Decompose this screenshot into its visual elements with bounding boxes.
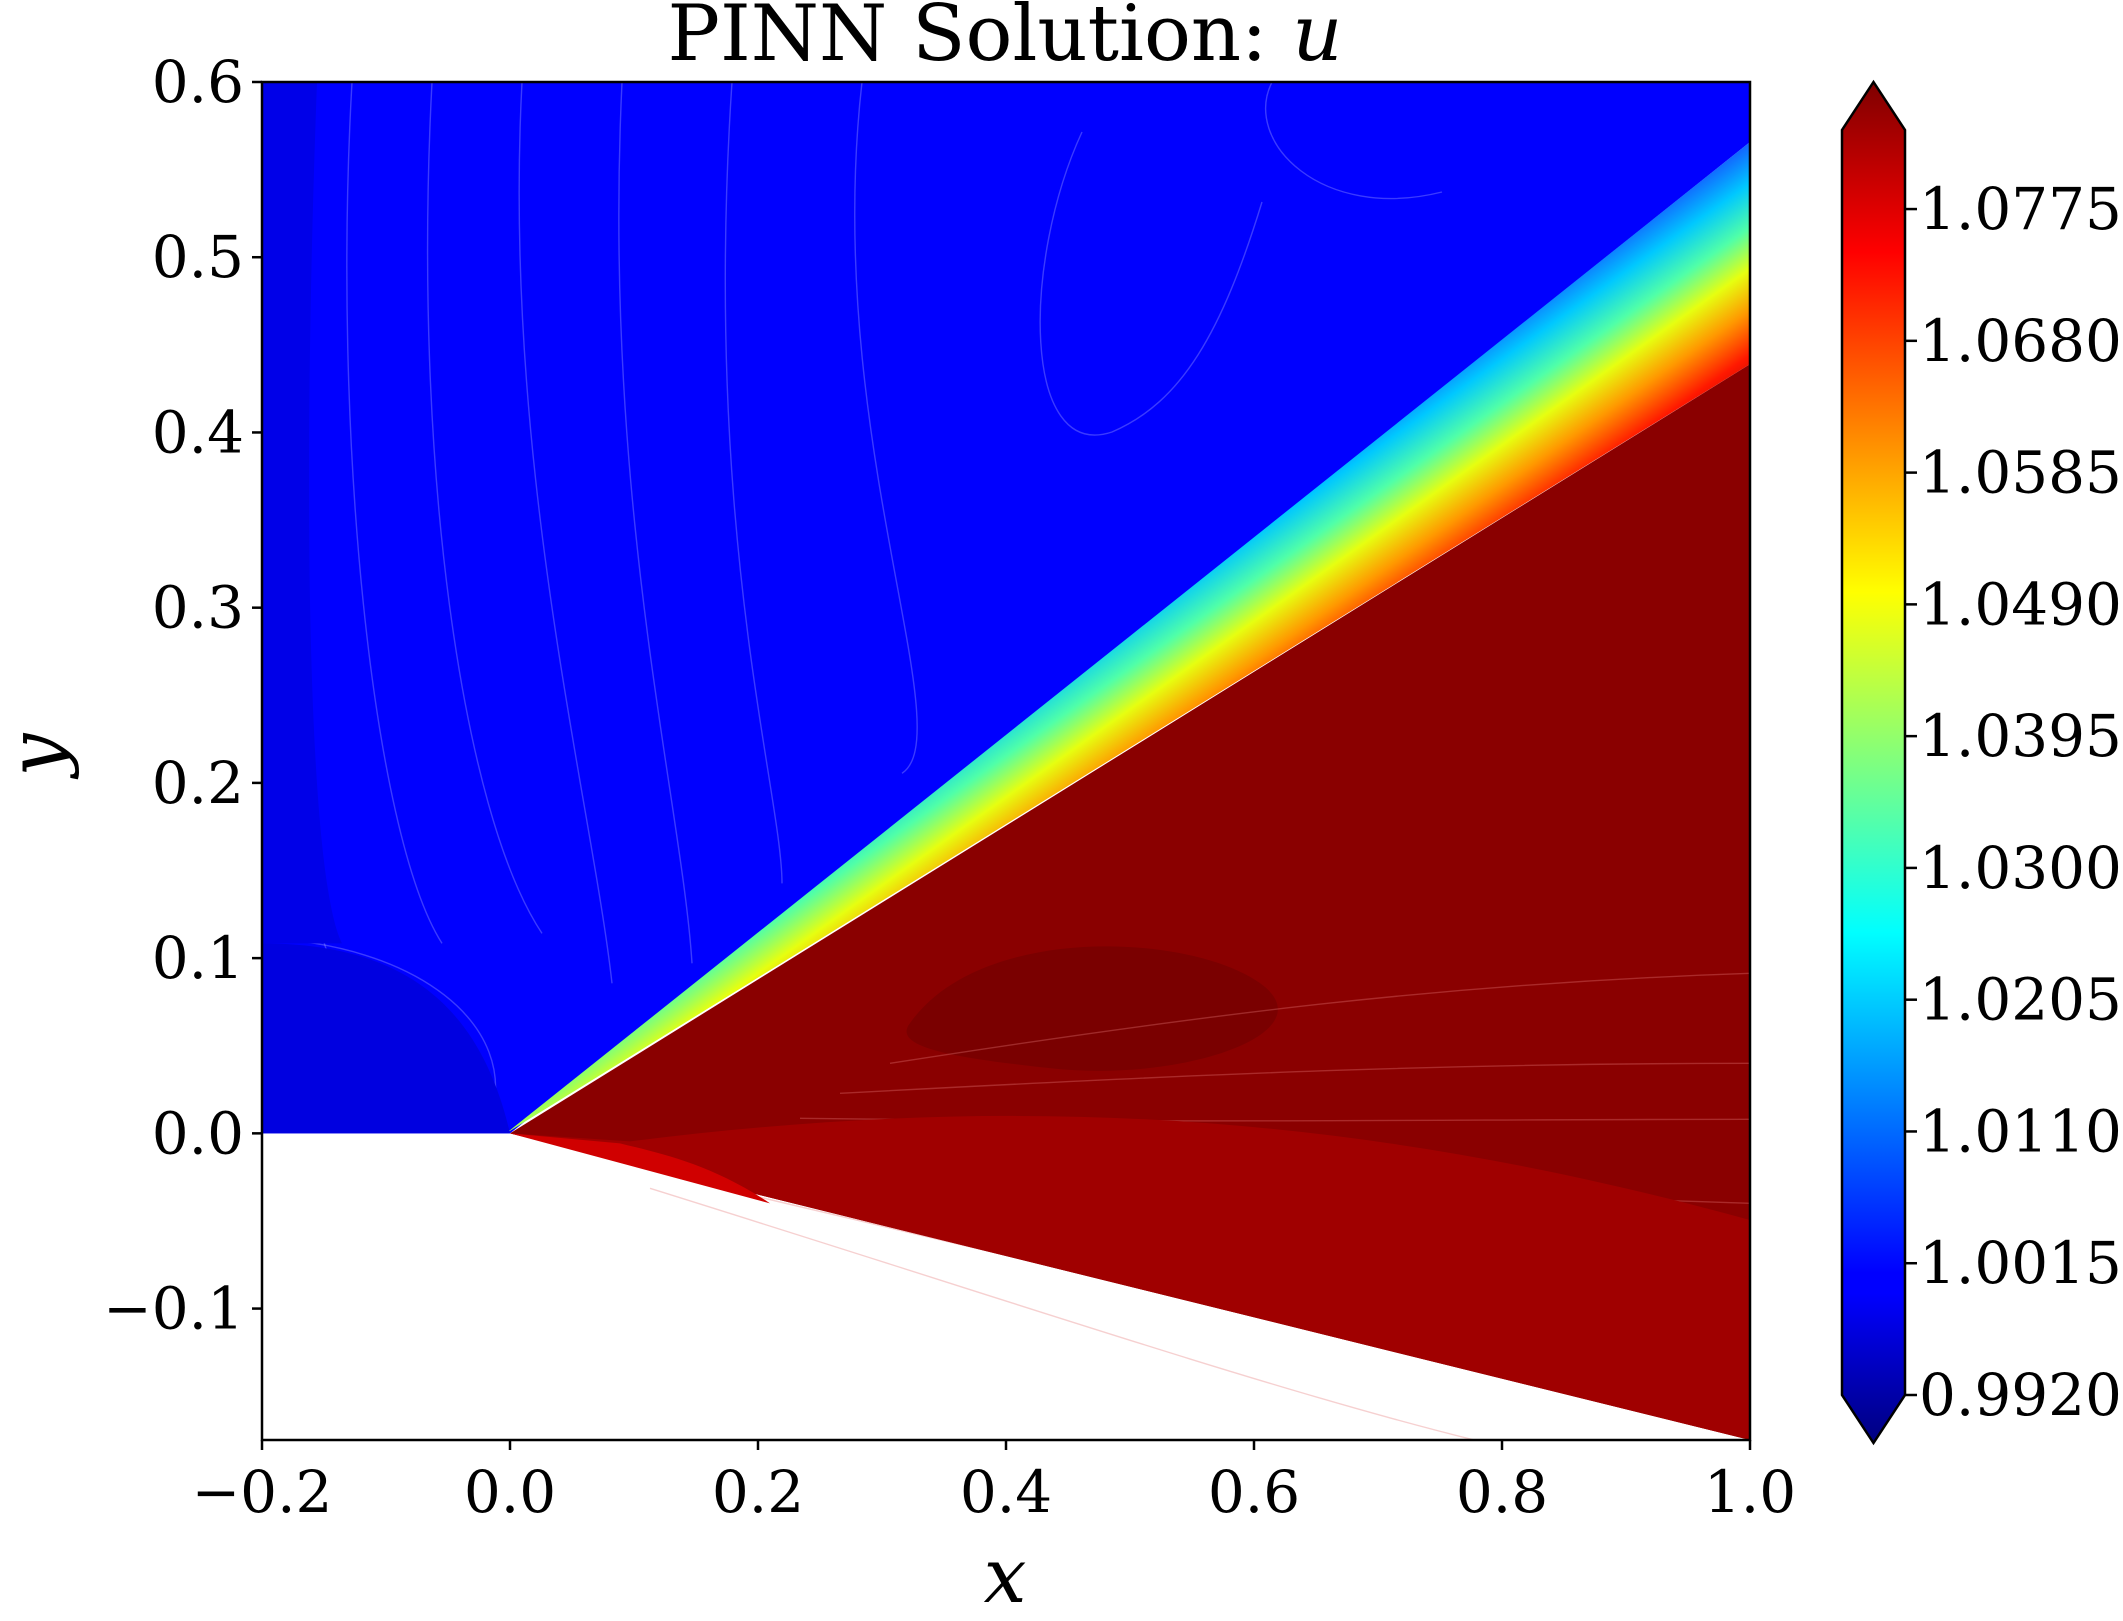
- x-tick-label: 0.0: [464, 1458, 556, 1526]
- y-tick-label: 0.3: [152, 574, 244, 642]
- upstream-region: [262, 82, 1750, 1134]
- x-tick-label: 1.0: [1704, 1458, 1796, 1526]
- colorbar-tick-label: 1.0015: [1919, 1229, 2122, 1297]
- colorbar-ticks: 0.9920 1.0015 1.0110 1.0205 1.0300 1.0395 1.04…: [1905, 175, 2122, 1429]
- contour-line: [618, 82, 693, 964]
- y-tick-label: 0.6: [152, 48, 244, 116]
- downstream-core-lobe: [906, 946, 1278, 1071]
- upstream-dark-band: [262, 82, 342, 944]
- colorbar-body: [1842, 82, 1905, 1443]
- chart-title-variable: u: [1292, 0, 1342, 79]
- contour-line: [426, 82, 543, 934]
- y-axis-label: y: [0, 732, 80, 779]
- contour-line: [1265, 82, 1443, 200]
- y-tick-label: 0.1: [152, 924, 244, 992]
- contour-line: [724, 82, 783, 884]
- colorbar-tick-label: 1.0680: [1919, 307, 2122, 375]
- colorbar-tick-label: 1.0490: [1919, 570, 2122, 638]
- contour-line: [262, 937, 497, 1122]
- colorbar-tick-label: 0.9920: [1919, 1361, 2122, 1429]
- x-tick-label: 0.2: [712, 1458, 804, 1526]
- y-tick-label: 0.5: [152, 223, 244, 291]
- downstream-wall-hotspot: [510, 1133, 770, 1204]
- x-axis-ticks: −0.2 0.0 0.2 0.4 0.6 0.8 1.0: [192, 1440, 1796, 1526]
- plot-axes: −0.2 0.0 0.2 0.4 0.6 0.8 1.0 −0.1 0.0 0.1 0.2 0.3 0…: [103, 48, 1796, 1526]
- solution-field: [262, 82, 1750, 1440]
- colorbar-tick-label: 1.0585: [1919, 439, 2122, 507]
- y-tick-label: −0.1: [103, 1275, 244, 1343]
- upstream-corner-band: [262, 943, 510, 1134]
- contour-line: [649, 1187, 1478, 1440]
- x-tick-label: 0.8: [1456, 1458, 1548, 1526]
- y-axis-ticks: −0.1 0.0 0.1 0.2 0.3 0.4 0.5 0.6: [103, 48, 262, 1343]
- contour-line: [889, 972, 1750, 1065]
- chart-title: PINN Solution: u: [668, 0, 1343, 79]
- x-tick-label: 0.4: [960, 1458, 1052, 1526]
- contour-line: [839, 1062, 1750, 1095]
- y-tick-label: 0.2: [152, 749, 244, 817]
- contour-line: [518, 82, 613, 984]
- contour-line: [346, 82, 443, 944]
- colorbar-tick-label: 1.0395: [1919, 702, 2122, 770]
- contour-line: [854, 82, 918, 774]
- colorbar-tick-label: 1.0775: [1919, 175, 2122, 243]
- contour-line: [1039, 131, 1263, 436]
- colorbar-tick-label: 1.0205: [1919, 966, 2122, 1034]
- y-tick-label: 0.4: [152, 398, 244, 466]
- y-tick-label: 0.0: [152, 1099, 244, 1167]
- shock-fan: [506, 141, 1750, 1134]
- colorbar-tick-label: 1.0110: [1919, 1097, 2122, 1165]
- x-axis-label: x: [984, 1531, 1027, 1620]
- colorbar: 0.9920 1.0015 1.0110 1.0205 1.0300 1.0395 1.04…: [1840, 79, 2122, 1446]
- colorbar-tick-label: 1.0300: [1919, 834, 2122, 902]
- x-tick-label: 0.6: [1208, 1458, 1300, 1526]
- x-tick-label: −0.2: [192, 1458, 333, 1526]
- downstream-wall-band: [510, 1115, 1750, 1440]
- chart-title-text: PINN Solution:: [668, 0, 1293, 79]
